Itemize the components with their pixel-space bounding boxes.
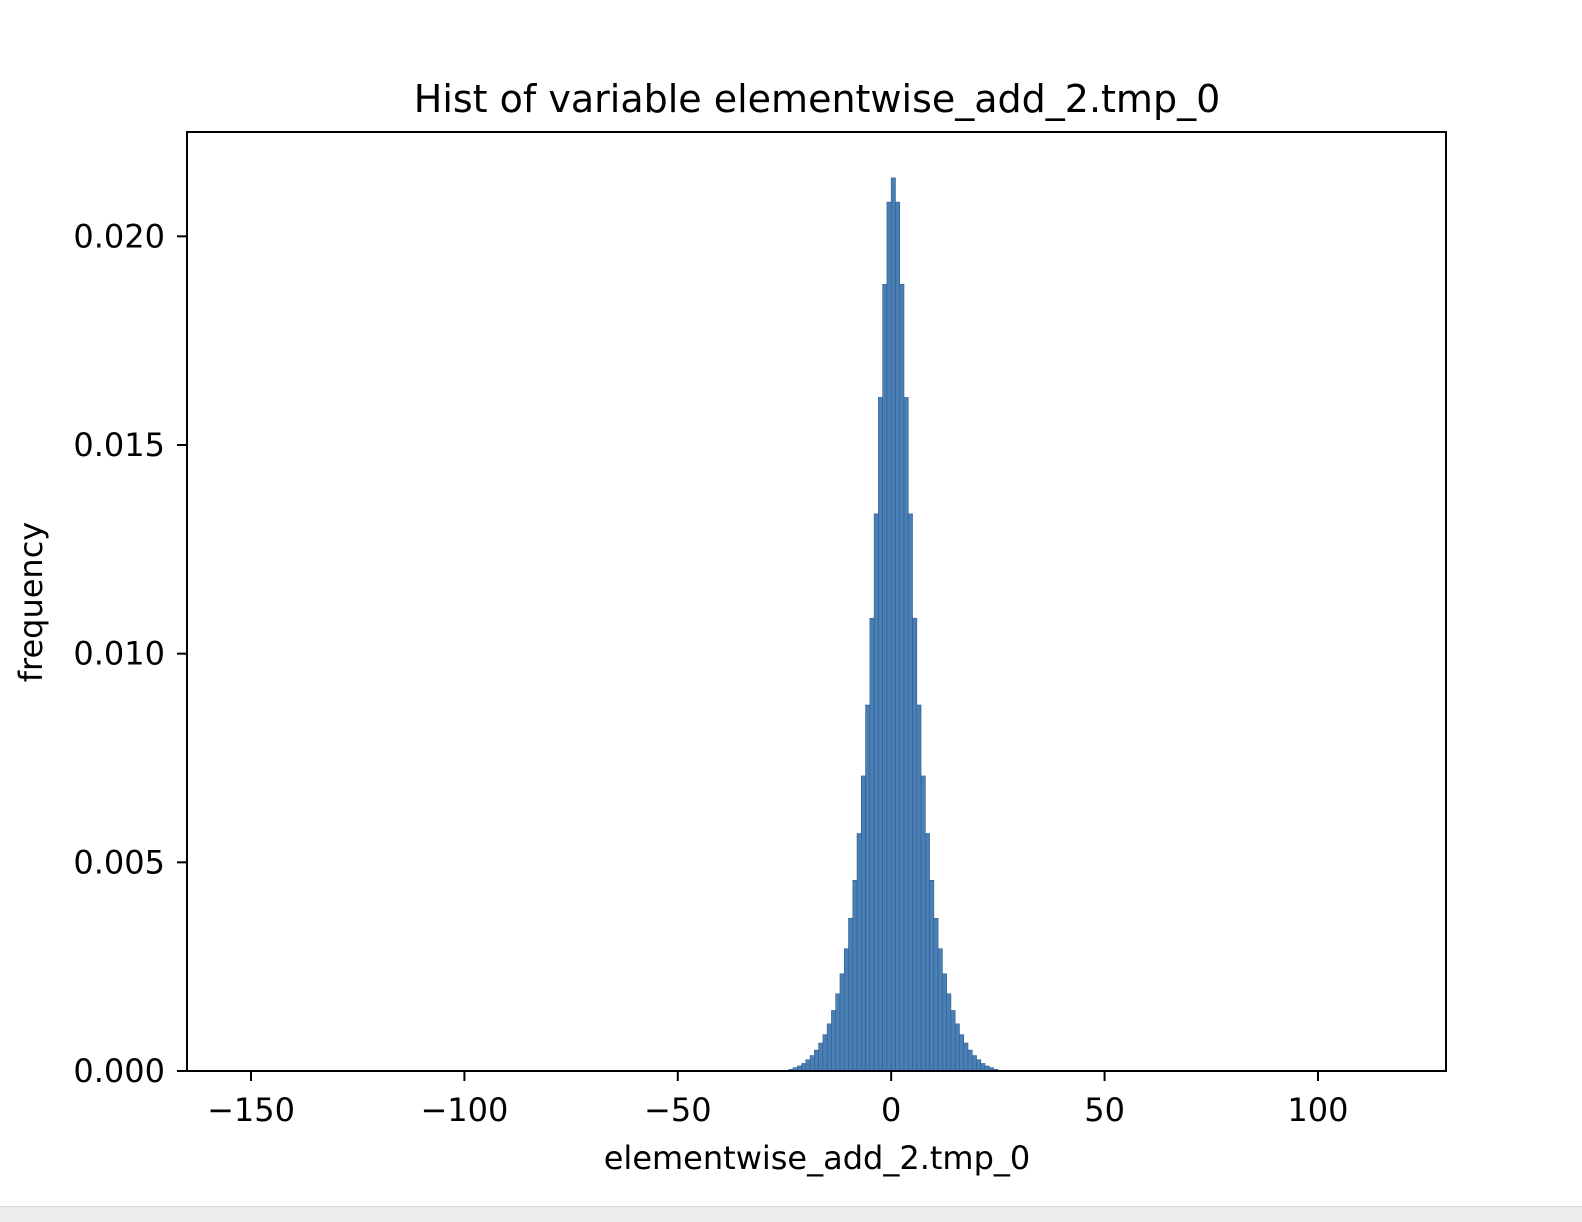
x-tick-label: 0	[881, 1091, 901, 1129]
y-tick-label: 0.000	[73, 1052, 165, 1090]
histogram-bar	[942, 973, 947, 1072]
histogram-bar	[916, 704, 922, 1072]
histogram-bar	[899, 284, 905, 1072]
plot-area-frame	[186, 131, 1447, 1072]
histogram-bar	[835, 993, 841, 1072]
histogram-bar	[946, 993, 952, 1072]
histogram-bar	[963, 1042, 969, 1072]
histogram-bar	[954, 1023, 960, 1072]
histogram-bar	[814, 1049, 819, 1072]
histogram-bar	[873, 513, 879, 1072]
histogram-bar	[907, 513, 913, 1072]
y-tick-label: 0.005	[73, 843, 165, 881]
histogram-bar	[950, 1010, 956, 1072]
histogram-bar	[822, 1034, 828, 1072]
histogram-bar	[826, 1023, 832, 1072]
window-bottom-strip	[0, 1206, 1582, 1222]
histogram-bar	[869, 617, 875, 1072]
y-tick-label: 0.015	[73, 426, 165, 464]
histogram-bar	[805, 1059, 811, 1072]
x-tick-label: −50	[644, 1091, 712, 1129]
histogram-bar	[971, 1055, 977, 1072]
y-axis: 0.000 0.005 0.010 0.015 0.020	[73, 217, 187, 1090]
chart-title: Hist of variable elementwise_add_2.tmp_0	[414, 77, 1221, 121]
histogram-bar	[925, 833, 930, 1072]
histogram-bar	[839, 973, 845, 1072]
histogram-bar	[878, 397, 883, 1072]
histogram-bar	[929, 879, 935, 1072]
histogram-bar	[895, 201, 901, 1072]
histogram-bar	[980, 1063, 986, 1072]
y-tick-label: 0.010	[73, 635, 165, 673]
histogram-bar	[903, 397, 909, 1072]
histogram-bar	[920, 775, 926, 1072]
x-tick-label: −150	[207, 1091, 295, 1129]
histogram-bar	[852, 879, 858, 1072]
histogram-bar	[912, 617, 918, 1072]
histogram-bar	[843, 948, 849, 1072]
histogram-bar	[976, 1059, 982, 1072]
histogram-bars	[788, 177, 999, 1072]
histogram-bar	[886, 201, 892, 1072]
histogram-bar	[831, 1010, 837, 1072]
x-tick-label: −100	[420, 1091, 508, 1129]
x-axis: −150 −100 −50 0 50 100	[207, 1071, 1349, 1129]
histogram-bar	[801, 1063, 807, 1072]
histogram-bar	[967, 1049, 973, 1072]
histogram-bar	[861, 775, 866, 1072]
histogram-bar	[856, 833, 862, 1072]
histogram-bar	[882, 284, 888, 1072]
histogram-bar	[933, 917, 939, 1072]
histogram-bar	[937, 948, 943, 1072]
histogram-bar	[865, 704, 871, 1072]
histogram-bar	[818, 1042, 824, 1072]
histogram-bar	[959, 1034, 965, 1072]
histogram-bar	[809, 1055, 815, 1072]
x-tick-label: 50	[1084, 1091, 1125, 1129]
x-tick-label: 100	[1287, 1091, 1348, 1129]
histogram-bar	[890, 177, 896, 1072]
y-axis-label: frequency	[12, 522, 50, 683]
x-axis-label: elementwise_add_2.tmp_0	[604, 1139, 1031, 1177]
histogram-bar	[848, 917, 854, 1072]
y-tick-label: 0.020	[73, 217, 165, 255]
